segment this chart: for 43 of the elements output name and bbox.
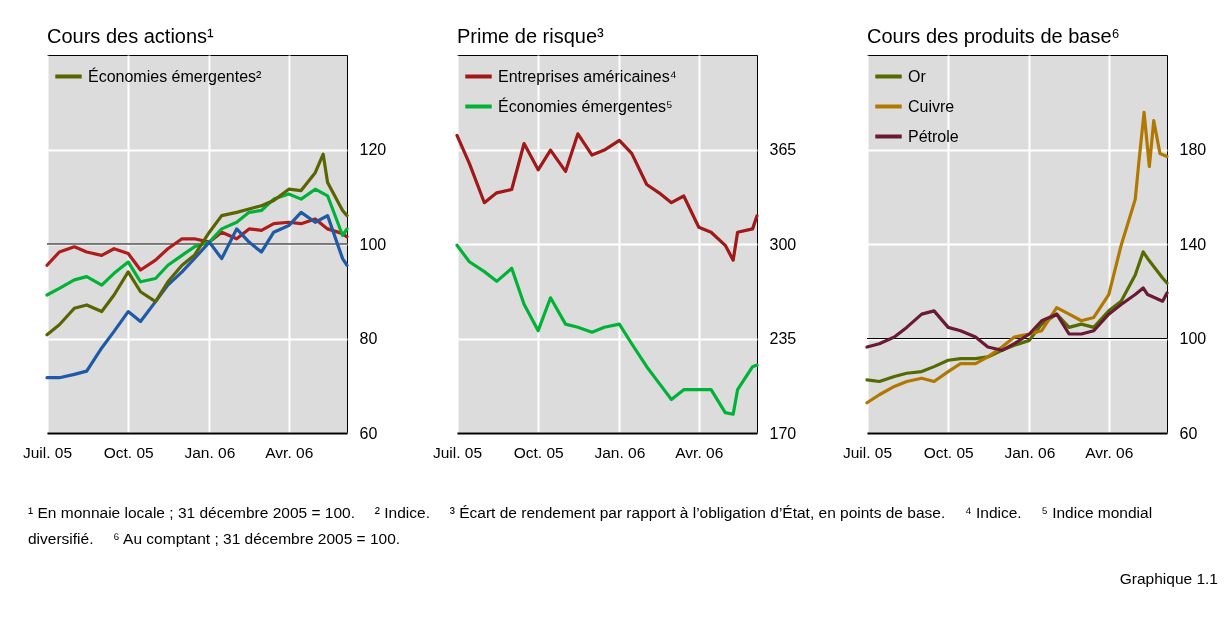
line-series [865,286,1169,352]
legend-label: Or [908,67,927,85]
text: Graphique 1.1 [1118,569,1218,589]
x-tick-label: Oct. 05 [513,443,564,461]
y-tick-label: 100 [1179,330,1207,347]
chart-title: Cours des produits de base⁶ [867,25,1120,47]
x-tick-label: Oct. 05 [923,443,974,461]
legend-label: Cuivre [908,97,955,115]
text: ¹ En monnaie locale ; 31 décembre 2005 = 100. ² Indice. ³ Écart de rendement par rapport à l’obligation d’État, en points de base. ⁴ Indice. ⁵ Indice mondial [28,504,1153,521]
x-tick-label: Jan. 06 [184,443,236,461]
line-series [455,132,759,262]
x-tick-label: Juil. 05 [842,443,893,461]
line-series [455,243,759,416]
legend-label: Économies émergentes⁵ [498,96,673,115]
y-tick-label: 60 [1179,424,1198,442]
x-tick-label: Jan. 06 [594,443,646,461]
y-tick-label: 140 [1179,235,1207,253]
line-series [45,187,349,297]
x-tick-label: Avr. 06 [675,443,724,461]
line-series [45,210,349,380]
y-tick-label: 365 [769,141,797,158]
legend-label: Pétrole [908,127,959,145]
y-tick-label: 120 [359,141,387,158]
legend-label: Économies émergentes² [88,66,263,85]
chart-title: Prime de risque³ [457,25,605,47]
y-tick-label: 100 [359,235,387,253]
x-tick-label: Juil. 05 [432,443,483,461]
text: diversifié. ⁶ Au comptant ; 31 décembre 2005 = 100. [28,530,401,547]
legend-label: Entreprises américaines⁴ [498,67,677,85]
x-tick-label: Avr. 06 [265,443,314,461]
x-tick-label: Juil. 05 [22,443,73,461]
line-series [865,110,1169,405]
y-tick-label: 180 [1179,141,1207,158]
x-tick-label: Jan. 06 [1004,443,1056,461]
x-tick-label: Avr. 06 [1085,443,1134,461]
y-tick-label: 80 [359,330,378,347]
y-tick-label: 300 [769,235,797,253]
y-tick-label: 60 [359,424,378,442]
chart-title: Cours des actions¹ [47,25,215,47]
y-tick-label: 170 [769,424,797,442]
y-tick-label: 235 [769,330,797,347]
x-tick-label: Oct. 05 [103,443,154,461]
line-series [45,152,349,337]
